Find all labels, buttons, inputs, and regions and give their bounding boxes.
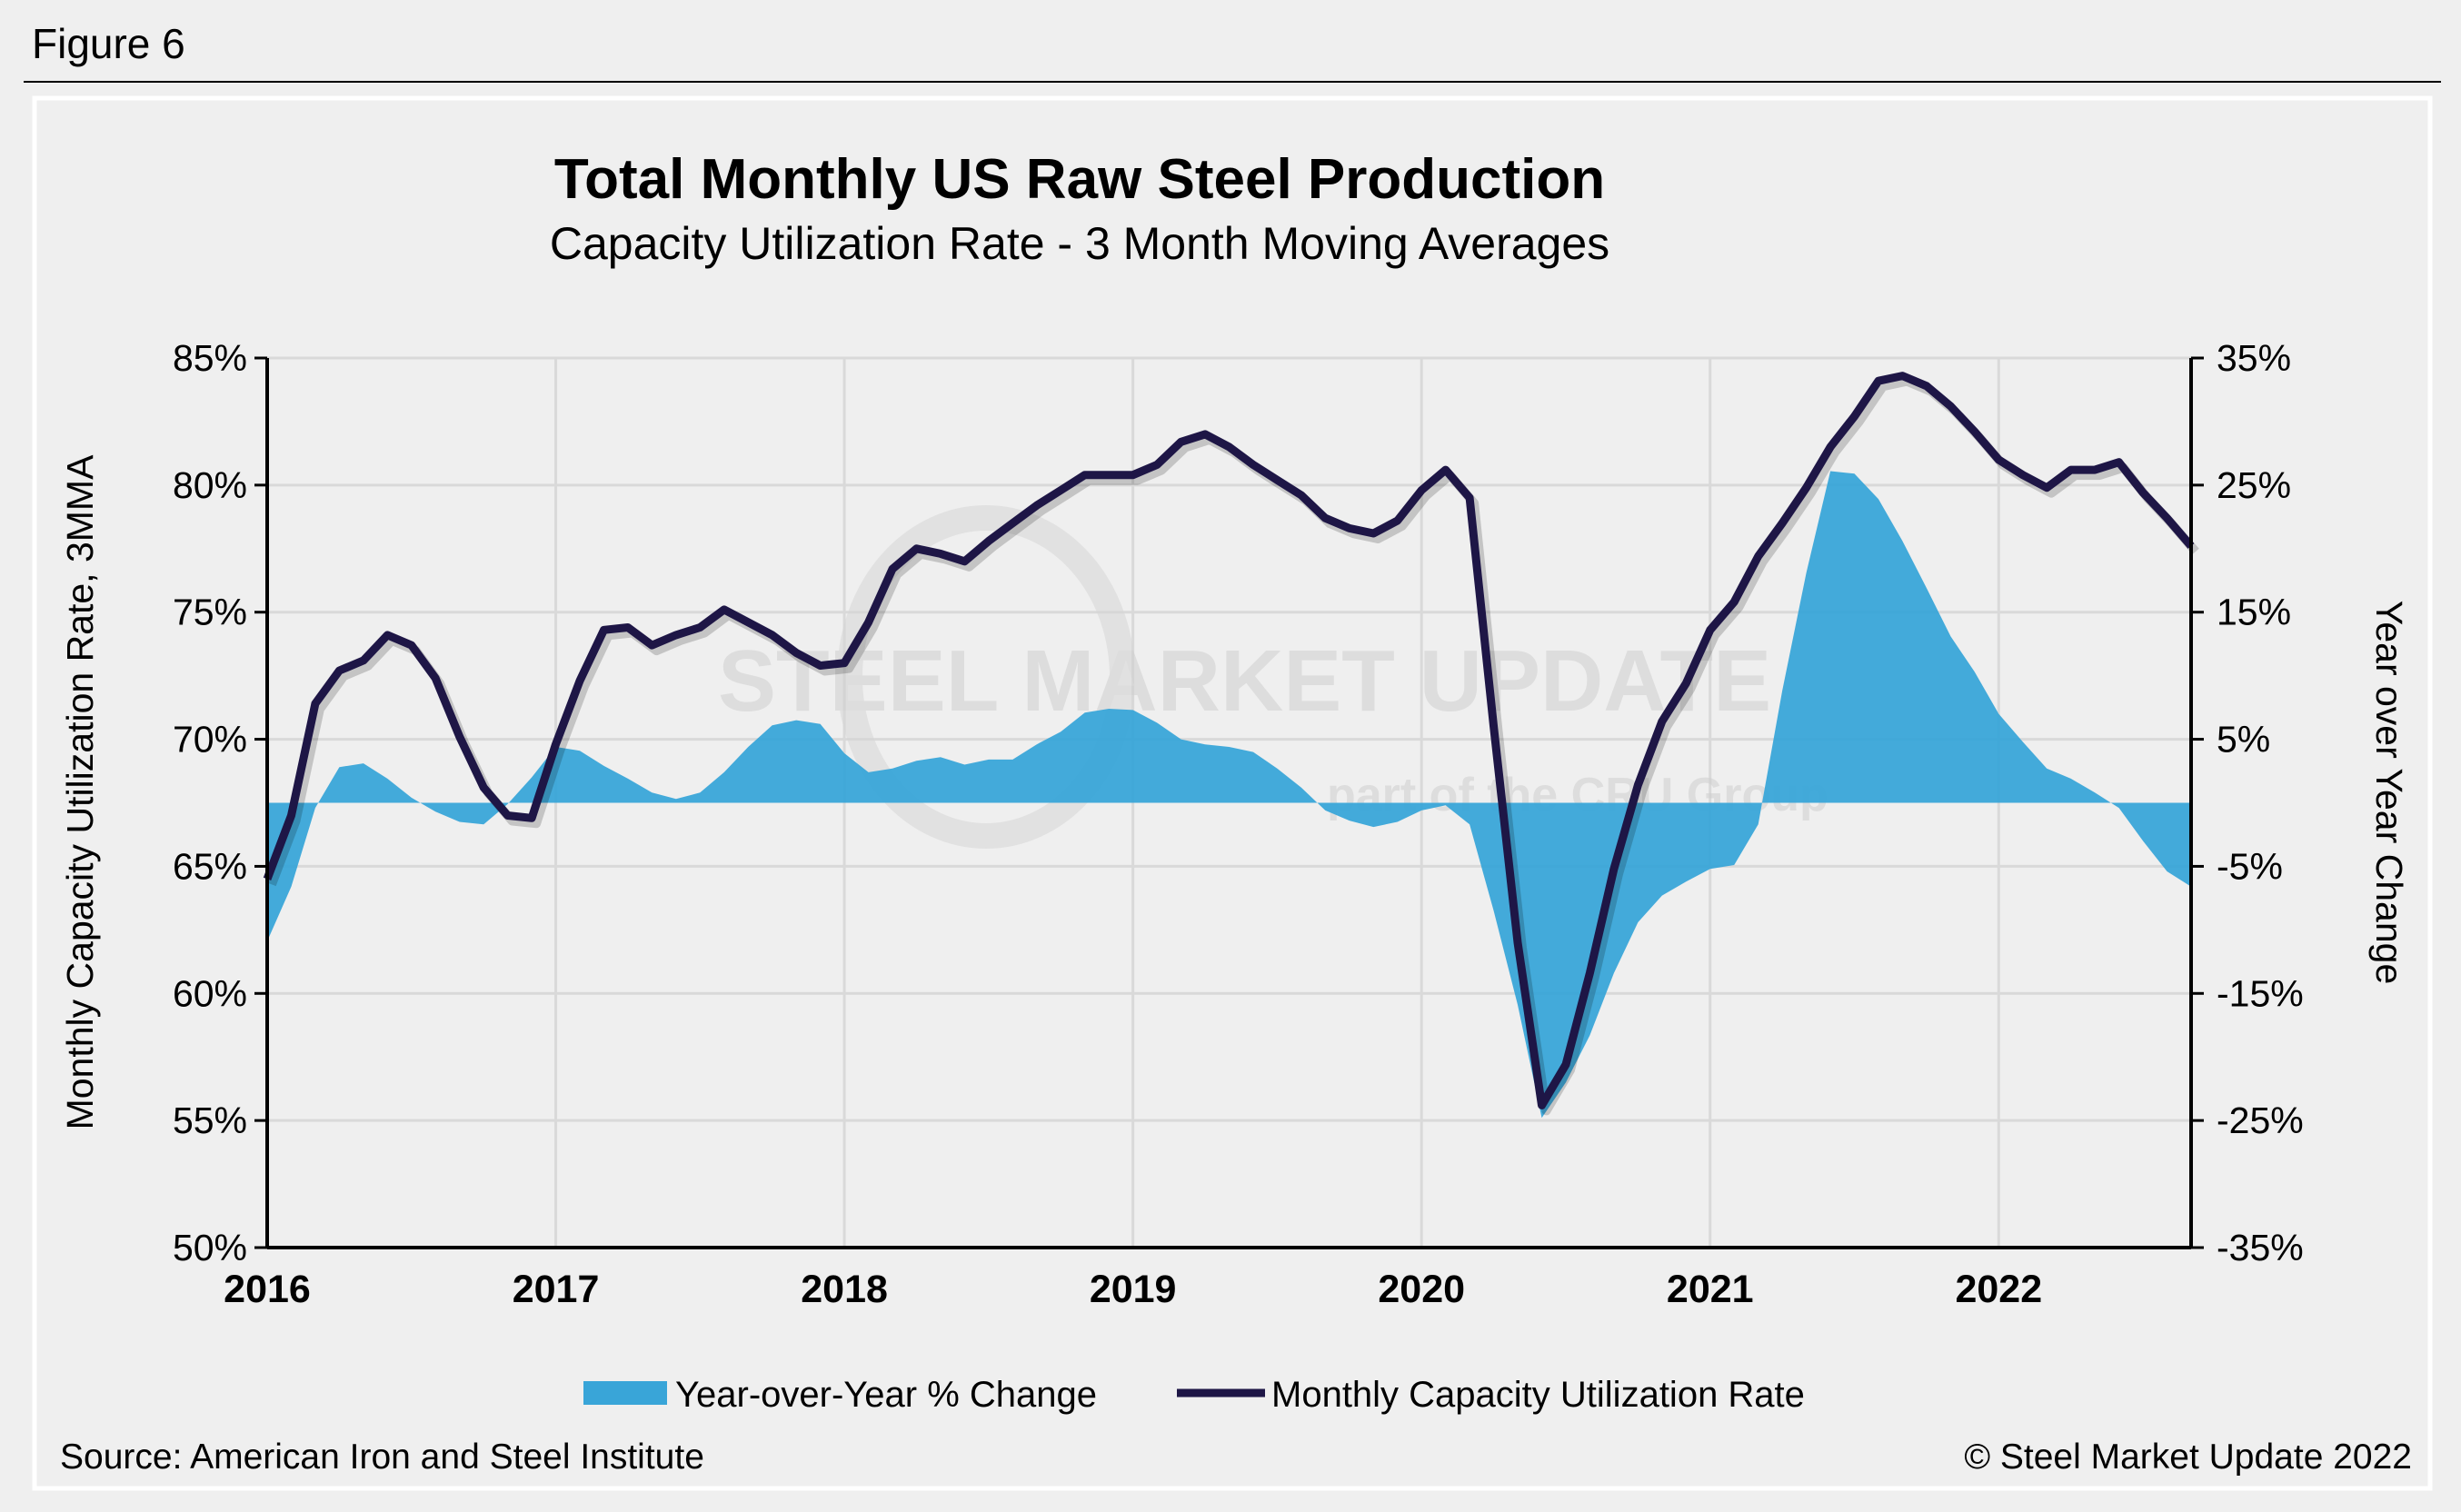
y-left-tick-label: 55%: [173, 1099, 247, 1141]
chart-subtitle: Capacity Utilization Rate - 3 Month Movi…: [550, 218, 1609, 269]
x-tick-label: 2018: [801, 1268, 888, 1311]
y-left-tick-label: 75%: [173, 592, 247, 633]
legend-label-line: Monthly Capacity Utilization Rate: [1271, 1375, 1805, 1415]
y-right-tick-label: -25%: [2217, 1099, 2304, 1141]
watermark-main: STEEL MARKET UPDATE: [718, 632, 1771, 730]
legend-label-area: Year-over-Year % Change: [675, 1375, 1097, 1415]
y-left-tick-label: 60%: [173, 972, 247, 1014]
x-tick-label: 2016: [224, 1268, 311, 1311]
x-tick-label: 2017: [513, 1268, 600, 1311]
x-tick-label: 2022: [1955, 1268, 2042, 1311]
y-axis-right-title: Year over Year Change: [2368, 601, 2410, 985]
y-axis-left-title: Monthly Capacity Utilization Rate, 3MMA: [59, 454, 101, 1129]
figure-label: Figure 6: [32, 20, 185, 67]
source-note: Source: American Iron and Steel Institut…: [60, 1437, 704, 1477]
chart-title: Total Monthly US Raw Steel Production: [554, 148, 1605, 211]
x-tick-label: 2021: [1667, 1268, 1754, 1311]
y-right-tick-label: -5%: [2217, 845, 2283, 887]
y-right-tick-label: 5%: [2217, 719, 2270, 761]
legend-swatch-area: [583, 1381, 667, 1405]
y-right-tick-label: 25%: [2217, 464, 2291, 506]
y-right-tick-label: 35%: [2217, 337, 2291, 379]
y-left-tick-label: 65%: [173, 845, 247, 887]
x-tick-label: 2020: [1378, 1268, 1465, 1311]
y-right-tick-label: -15%: [2217, 972, 2304, 1014]
y-left-tick-label: 85%: [173, 337, 247, 379]
x-tick-label: 2019: [1090, 1268, 1177, 1311]
y-left-tick-label: 80%: [173, 464, 247, 506]
copyright-note: © Steel Market Update 2022: [1964, 1437, 2412, 1477]
y-right-tick-label: -35%: [2217, 1227, 2304, 1268]
y-right-tick-label: 15%: [2217, 592, 2291, 633]
y-left-tick-label: 50%: [173, 1227, 247, 1268]
y-left-tick-label: 70%: [173, 719, 247, 761]
